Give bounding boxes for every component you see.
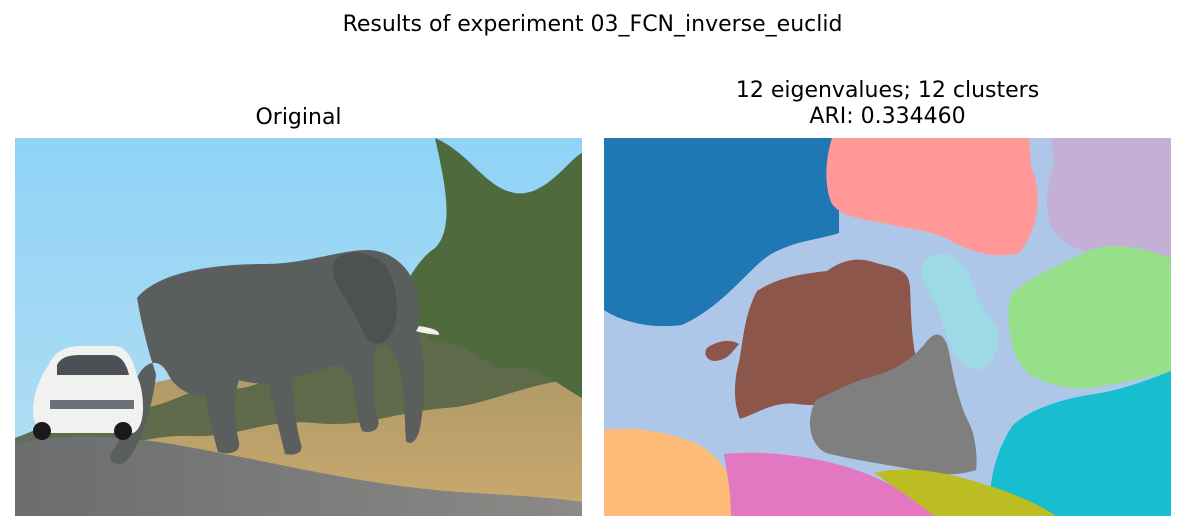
elephant (109, 250, 425, 465)
segmentation-panel-title: 12 eigenvalues; 12 clusters ARI: 0.33446… (604, 78, 1171, 130)
original-elephant-image (15, 138, 582, 516)
car-wheel-left (33, 422, 51, 440)
large-tree (395, 138, 582, 398)
cluster-brown-patch (705, 340, 739, 361)
figure-title: Results of experiment 03_FCN_inverse_euc… (342, 12, 843, 37)
original-image-panel (15, 138, 582, 516)
elephant-tusk (416, 326, 440, 335)
original-title-text: Original (255, 105, 342, 130)
cluster-gray (809, 334, 977, 475)
car-wheel-right (114, 422, 132, 440)
segmentation-title-line-2: ARI: 0.334460 (809, 104, 966, 129)
car-window (57, 355, 129, 375)
cluster-pink (826, 138, 1038, 256)
road-region (15, 436, 582, 516)
cluster-cyan (989, 371, 1171, 516)
segmentation-result-panel (604, 138, 1171, 516)
cluster-lavender (1047, 138, 1171, 272)
segmentation-title-line-1: 12 eigenvalues; 12 clusters (735, 78, 1040, 103)
cluster-olive (874, 469, 1056, 516)
cluster-blue (604, 138, 839, 327)
cluster-light-cyan (921, 253, 999, 370)
car-grille (50, 400, 134, 409)
segmentation-map (604, 138, 1171, 516)
cluster-green (1008, 246, 1171, 389)
cluster-orange (604, 428, 748, 516)
original-panel-title: Original (15, 105, 582, 131)
elephant-ear (332, 252, 397, 344)
